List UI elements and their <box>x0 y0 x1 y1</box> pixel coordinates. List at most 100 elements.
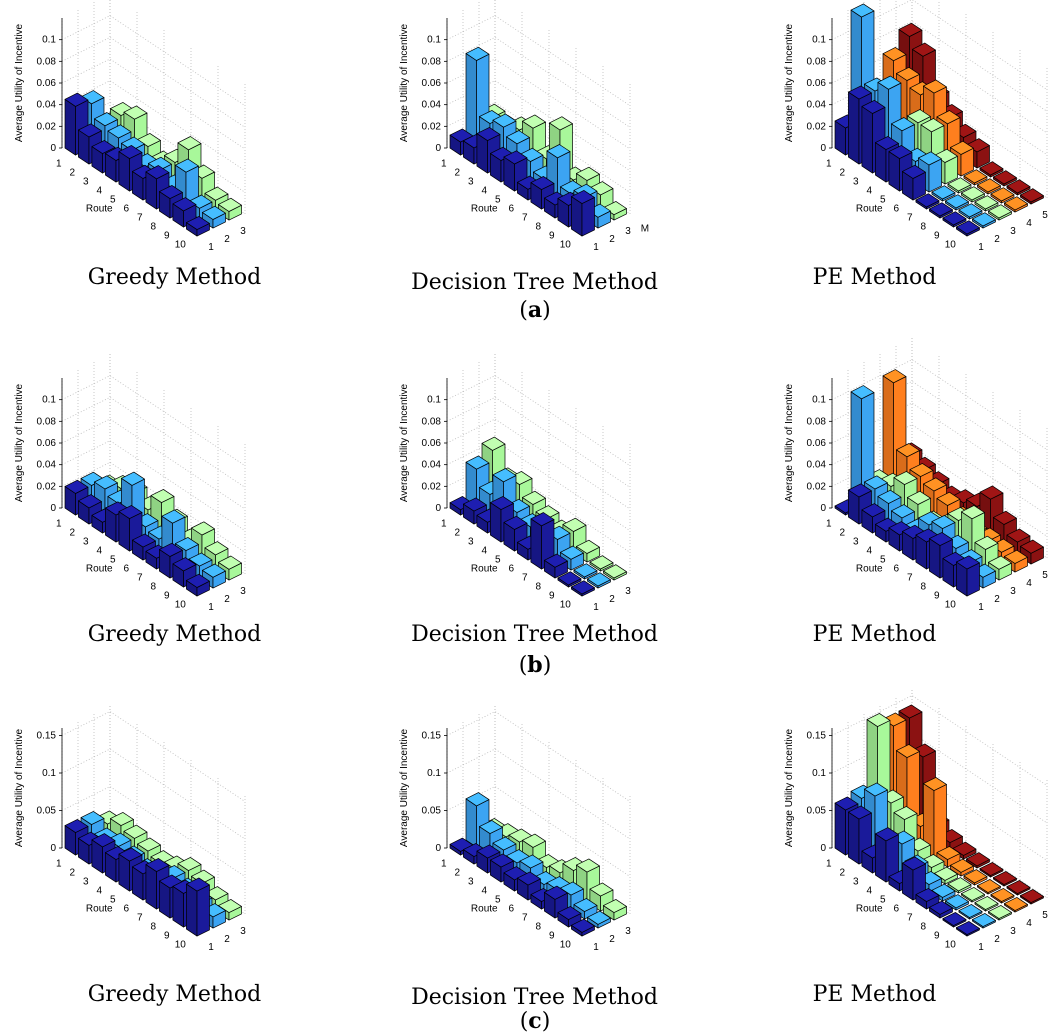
a3-route-tick-9: 9 <box>934 231 940 242</box>
a2-ztick-1: 0.02 <box>422 121 442 132</box>
a3-bar-r9-m2 <box>958 203 983 220</box>
c2-ztick-1: 0.05 <box>422 806 442 817</box>
c3-route-tick-3: 3 <box>853 877 859 888</box>
c3-bar-r10-m2 <box>972 913 996 929</box>
a3-bar-r8-m5 <box>993 170 1017 187</box>
a3-modality-tick-5: 5 <box>1042 210 1048 221</box>
a2-route-tick-5: 5 <box>495 195 501 206</box>
a2-route-tick-4: 4 <box>481 186 487 197</box>
c3-modality-tick-2: 2 <box>994 934 1000 945</box>
a1-route-tick-2: 2 <box>69 168 75 179</box>
b3-route-tick-6: 6 <box>893 564 899 575</box>
c1-route-tick-3: 3 <box>83 877 89 888</box>
a2-ztick-0: 0 <box>435 143 441 154</box>
a1-ztick-1: 0.02 <box>37 121 57 132</box>
a3-route-tick-8: 8 <box>920 222 926 233</box>
b2-route-tick-2: 2 <box>454 528 460 539</box>
c1-plot: 0 0.05 0.1 0.15 Average Utility of Incentive… <box>14 704 246 953</box>
c2-plot: 0 0.05 0.1 0.15 Average Utility of Incentive… <box>399 704 631 953</box>
b3-route-tick-4: 4 <box>866 546 872 557</box>
a2-route-tick-1: 1 <box>441 159 447 170</box>
a3-modality-tick-3: 3 <box>1010 226 1016 237</box>
a1-route-tick-3: 3 <box>83 177 89 188</box>
b1-xlabel: Route <box>86 564 113 575</box>
c3-bar-r9-m4 <box>990 888 1015 904</box>
c3-bar-r7-m5 <box>979 862 1004 878</box>
c1-modality-tick-2: 2 <box>224 934 230 945</box>
b3-modality-tick-3: 3 <box>1010 586 1016 597</box>
a1-ztick-4: 0.08 <box>37 56 57 67</box>
caption-c2: Decision Tree Method <box>411 985 658 1010</box>
b2-xlabel: Route <box>471 564 498 575</box>
c3-ztick-1: 0.05 <box>807 806 827 817</box>
b1-modality-tick-2: 2 <box>224 594 230 605</box>
b1-route-tick-9: 9 <box>164 591 170 602</box>
c3-route-tick-1: 1 <box>826 859 832 870</box>
c1-modality-tick-1: 1 <box>208 942 214 953</box>
a1-route-tick-8: 8 <box>150 222 156 233</box>
chart-c1-svg: 0 0.05 0.1 0.15 Average Utility of Incentive… <box>14 704 246 953</box>
a1-route-tick-7: 7 <box>137 213 143 224</box>
b3-ztick-1: 0.02 <box>807 481 827 492</box>
a3-bar-r10-m2 <box>972 212 996 229</box>
c3-bar-r8-m4 <box>977 879 1001 895</box>
b2-bar-r8-m1 <box>544 553 568 579</box>
c3-bar-r8-m2 <box>945 894 969 911</box>
chart-b2: 0 0.02 0.04 0.06 0.08 0.1 Average Utility of I… <box>385 354 685 613</box>
b3-route-tick-3: 3 <box>853 537 859 548</box>
b3-ztick-0: 0 <box>820 503 826 514</box>
b2-route-tick-4: 4 <box>481 546 487 557</box>
b1-modality-tick-3: 3 <box>240 586 246 597</box>
c1-route-tick-8: 8 <box>150 922 156 933</box>
caption-a2: Decision Tree Method <box>411 270 658 295</box>
c2-route-tick-9: 9 <box>549 931 555 942</box>
a1-plot: 0 0.02 0.04 0.06 0.08 0.1 Average Utility of I… <box>14 0 246 253</box>
a1-ztick-5: 0.1 <box>42 35 56 46</box>
c1-modality-tick-3: 3 <box>240 926 246 937</box>
a3-ztick-0: 0 <box>820 143 826 154</box>
a2-xlabel: Route <box>471 204 498 215</box>
c3-modality-tick-3: 3 <box>1010 926 1016 937</box>
a2-route-tick-9: 9 <box>549 231 555 242</box>
b3-route-tick-1: 1 <box>826 519 832 530</box>
b3-plot: 0 0.02 0.04 0.06 0.08 0.1 Average Utility of I… <box>784 338 1048 613</box>
a1-ztick-0: 0 <box>50 143 56 154</box>
b2-ztick-0: 0 <box>435 503 441 514</box>
a1-route-tick-4: 4 <box>96 186 102 197</box>
c1-zlabel: Average Utility of Incentive <box>14 728 25 847</box>
chart-c2: 0 0.05 0.1 0.15 Average Utility of Incentive… <box>385 700 685 953</box>
c3-bar-r9-m3 <box>974 896 999 912</box>
c1-route-tick-7: 7 <box>137 913 143 924</box>
c1-route-tick-6: 6 <box>123 904 129 915</box>
b2-ztick-4: 0.08 <box>422 416 442 427</box>
b1-route-tick-3: 3 <box>83 537 89 548</box>
b1-ztick-2: 0.04 <box>37 460 57 471</box>
caption-a1: Greedy Method <box>87 265 262 290</box>
c3-modality-tick-4: 4 <box>1026 918 1032 929</box>
c3-bar-r8-m1 <box>929 900 953 919</box>
a3-ztick-4: 0.08 <box>807 56 827 67</box>
a3-bar-r9-m1 <box>942 211 967 228</box>
b3-route-tick-2: 2 <box>839 528 845 539</box>
a3-bar-r10-m5 <box>1020 188 1044 205</box>
c3-bar-r7-m4 <box>963 869 988 886</box>
c1-route-tick-9: 9 <box>164 931 170 942</box>
c2-modality-tick-1: 1 <box>593 942 599 953</box>
c3-bar-r8-m3 <box>961 887 985 903</box>
c3-bar-r10-m1 <box>956 921 980 937</box>
b3-route-tick-8: 8 <box>920 582 926 593</box>
b3-bar-r10-m1 <box>956 555 980 597</box>
a1-grid <box>61 0 246 215</box>
c2-ztick-2: 0.1 <box>427 768 441 779</box>
row-label-a-letter: a <box>527 297 543 323</box>
c2-modality-tick-2: 2 <box>609 934 615 945</box>
c3-bar-r9-m1 <box>942 912 967 928</box>
chart-a2: 0 0.02 0.04 0.06 0.08 0.1 Average Utility of I… <box>385 0 685 253</box>
c3-route-tick-9: 9 <box>934 931 940 942</box>
a1-route-tick-10: 10 <box>175 240 187 251</box>
chart-b1-svg: 0 0.02 0.04 0.06 0.08 0.1 Average Utility of I… <box>14 354 246 613</box>
b2-route-tick-3: 3 <box>468 537 474 548</box>
a3-bar-r8-m4 <box>977 178 1001 195</box>
c1-bar-r10-m1 <box>186 877 210 937</box>
a3-route-tick-3: 3 <box>853 177 859 188</box>
